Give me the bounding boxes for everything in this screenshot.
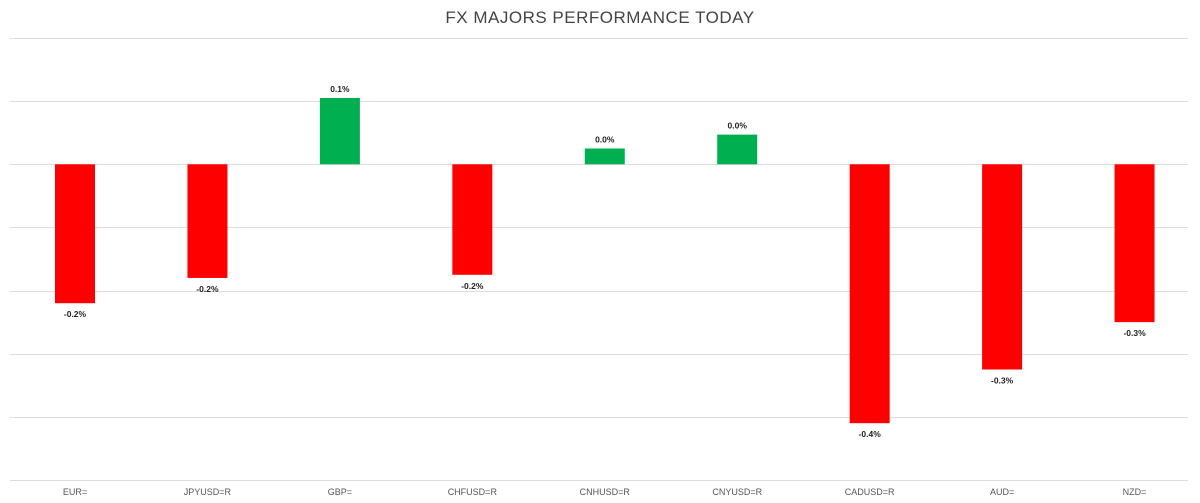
bar: [717, 134, 758, 165]
x-tick-label: AUD=: [990, 487, 1014, 497]
bar: [982, 164, 1023, 370]
x-tick-label: GBP=: [328, 487, 352, 497]
chart-title: FX MAJORS PERFORMANCE TODAY: [445, 8, 755, 27]
bar: [55, 164, 95, 304]
x-tick-label: JPYUSD=R: [184, 487, 232, 497]
data-labels: -0.2% -0.2% 0.1% -0.2% 0.0% 0.0% -0.4% -0.3% -0.…: [64, 84, 1146, 439]
x-tick-label: CNHUSD=R: [580, 487, 631, 497]
data-label: -0.3%: [991, 376, 1014, 386]
x-tick-label: NZD=: [1123, 487, 1147, 497]
x-tick-label: EUR=: [63, 487, 87, 497]
data-label: 0.0%: [595, 135, 615, 145]
data-label: 0.0%: [728, 121, 748, 131]
bar: [584, 148, 625, 165]
bars: [55, 97, 1155, 424]
data-label: -0.2%: [196, 284, 219, 294]
data-label: 0.1%: [330, 84, 350, 94]
x-axis-tick-labels: EUR= JPYUSD=R GBP= CHFUSD=R CNHUSD=R CNYUSD=R…: [63, 487, 1147, 497]
x-tick-label: CNYUSD=R: [712, 487, 762, 497]
data-label: -0.2%: [461, 281, 484, 291]
bar: [319, 97, 360, 165]
data-label: -0.4%: [859, 429, 882, 439]
bar: [187, 164, 228, 278]
bar: [452, 164, 493, 275]
bar: [849, 164, 890, 424]
x-tick-label: CADUSD=R: [845, 487, 895, 497]
x-tick-label: CHFUSD=R: [448, 487, 498, 497]
data-label: -0.2%: [64, 309, 87, 319]
data-label: -0.3%: [1123, 328, 1146, 338]
bar: [1114, 164, 1155, 323]
